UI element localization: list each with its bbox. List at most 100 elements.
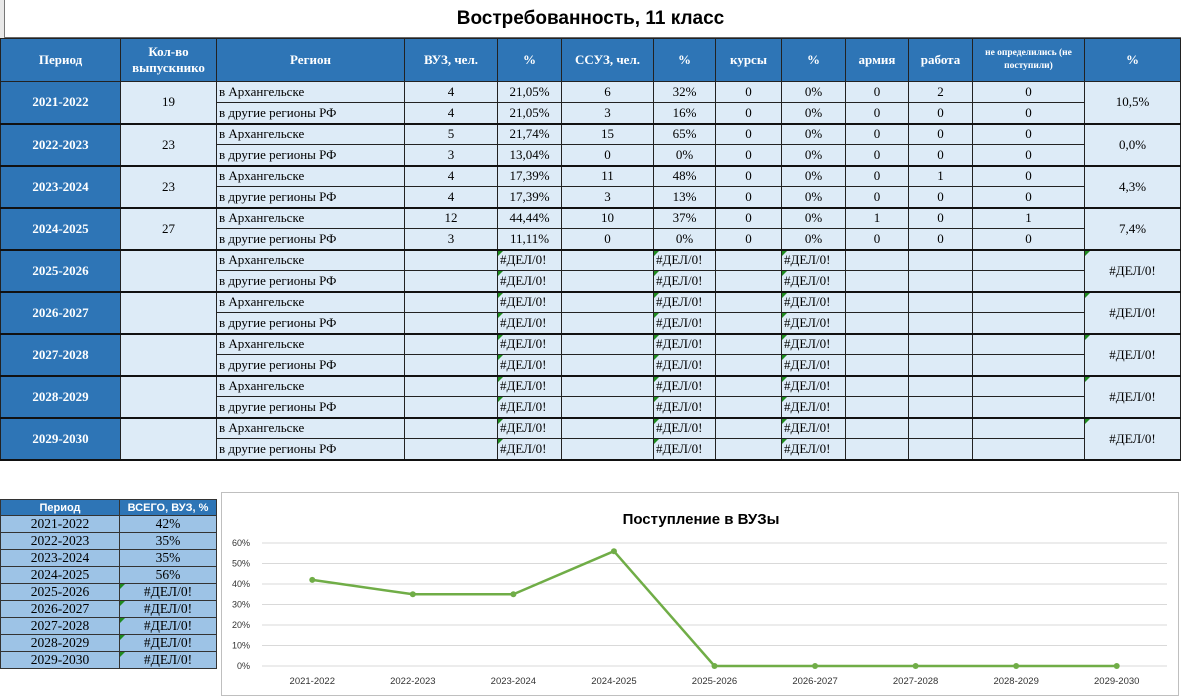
region-cell[interactable]: в Архангельске xyxy=(216,123,405,145)
army-cell[interactable] xyxy=(845,312,909,335)
ssuz-pct-cell[interactable]: #ДЕЛ/0! xyxy=(653,333,716,355)
courses-cell[interactable] xyxy=(715,312,782,335)
vuz-pct-cell[interactable]: 11,11% xyxy=(497,228,562,251)
header-region[interactable]: Регион xyxy=(216,38,405,82)
work-cell[interactable] xyxy=(908,312,973,335)
ssuz-cell[interactable]: 0 xyxy=(561,144,654,167)
period-cell[interactable]: 2021-2022 xyxy=(0,81,121,125)
work-cell[interactable] xyxy=(908,417,973,439)
army-cell[interactable] xyxy=(845,249,909,271)
ssuz-cell[interactable] xyxy=(561,396,654,419)
ssuz-cell[interactable]: 6 xyxy=(561,81,654,103)
summary-header-period[interactable]: Период xyxy=(0,499,120,516)
ssuz-cell[interactable]: 15 xyxy=(561,123,654,145)
vuz-cell[interactable] xyxy=(404,249,498,271)
undecided-cell[interactable]: 0 xyxy=(972,123,1085,145)
vuz-pct-cell[interactable]: #ДЕЛ/0! xyxy=(497,396,562,419)
undecided-cell[interactable] xyxy=(972,270,1085,293)
ssuz-pct-cell[interactable]: #ДЕЛ/0! xyxy=(653,417,716,439)
header-courses-pct[interactable]: % xyxy=(781,38,846,82)
courses-cell[interactable]: 0 xyxy=(715,144,782,167)
courses-pct-cell[interactable]: #ДЕЛ/0! xyxy=(781,270,846,293)
ssuz-pct-cell[interactable]: 65% xyxy=(653,123,716,145)
courses-cell[interactable] xyxy=(715,249,782,271)
ssuz-cell[interactable] xyxy=(561,291,654,313)
summary-period-cell[interactable]: 2029-2030 xyxy=(0,651,120,669)
ssuz-cell[interactable] xyxy=(561,333,654,355)
graduates-cell[interactable] xyxy=(120,249,217,293)
vuz-pct-cell[interactable]: #ДЕЛ/0! xyxy=(497,270,562,293)
ssuz-cell[interactable]: 3 xyxy=(561,186,654,209)
undecided-cell[interactable] xyxy=(972,354,1085,377)
header-courses[interactable]: курсы xyxy=(715,38,782,82)
courses-pct-cell[interactable]: #ДЕЛ/0! xyxy=(781,438,846,461)
work-cell[interactable]: 0 xyxy=(908,123,973,145)
total-pct-cell[interactable]: 10,5% xyxy=(1084,81,1181,125)
ssuz-pct-cell[interactable]: 13% xyxy=(653,186,716,209)
summary-total-cell[interactable]: #ДЕЛ/0! xyxy=(119,634,217,652)
undecided-cell[interactable]: 0 xyxy=(972,186,1085,209)
army-cell[interactable]: 0 xyxy=(845,144,909,167)
work-cell[interactable] xyxy=(908,354,973,377)
summary-period-cell[interactable]: 2022-2023 xyxy=(0,532,120,550)
graduates-cell[interactable] xyxy=(120,333,217,377)
region-cell[interactable]: в другие регионы РФ xyxy=(216,438,405,461)
ssuz-cell[interactable] xyxy=(561,270,654,293)
header-ssuz[interactable]: ССУЗ, чел. xyxy=(561,38,654,82)
courses-cell[interactable]: 0 xyxy=(715,186,782,209)
region-cell[interactable]: в другие регионы РФ xyxy=(216,228,405,251)
header-army[interactable]: армия xyxy=(845,38,909,82)
courses-cell[interactable]: 0 xyxy=(715,207,782,229)
period-cell[interactable]: 2029-2030 xyxy=(0,417,121,461)
period-cell[interactable]: 2024-2025 xyxy=(0,207,121,251)
courses-pct-cell[interactable]: #ДЕЛ/0! xyxy=(781,249,846,271)
vuz-cell[interactable] xyxy=(404,375,498,397)
ssuz-cell[interactable]: 11 xyxy=(561,165,654,187)
ssuz-pct-cell[interactable]: #ДЕЛ/0! xyxy=(653,375,716,397)
vuz-cell[interactable] xyxy=(404,312,498,335)
courses-pct-cell[interactable]: #ДЕЛ/0! xyxy=(781,375,846,397)
summary-total-cell[interactable]: #ДЕЛ/0! xyxy=(119,617,217,635)
summary-total-cell[interactable]: 35% xyxy=(119,549,217,567)
summary-total-cell[interactable]: 56% xyxy=(119,566,217,584)
region-cell[interactable]: в Архангельске xyxy=(216,333,405,355)
vuz-pct-cell[interactable]: #ДЕЛ/0! xyxy=(497,249,562,271)
army-cell[interactable] xyxy=(845,354,909,377)
region-cell[interactable]: в другие регионы РФ xyxy=(216,354,405,377)
courses-pct-cell[interactable]: #ДЕЛ/0! xyxy=(781,312,846,335)
ssuz-pct-cell[interactable]: 0% xyxy=(653,144,716,167)
region-cell[interactable]: в другие регионы РФ xyxy=(216,312,405,335)
courses-pct-cell[interactable]: 0% xyxy=(781,102,846,125)
summary-header-total[interactable]: ВСЕГО, ВУЗ, % xyxy=(119,499,217,516)
undecided-cell[interactable]: 0 xyxy=(972,228,1085,251)
region-cell[interactable]: в Архангельске xyxy=(216,165,405,187)
courses-pct-cell[interactable]: 0% xyxy=(781,123,846,145)
region-cell[interactable]: в Архангельске xyxy=(216,207,405,229)
vuz-pct-cell[interactable]: 17,39% xyxy=(497,186,562,209)
work-cell[interactable]: 0 xyxy=(908,102,973,125)
courses-cell[interactable]: 0 xyxy=(715,123,782,145)
period-cell[interactable]: 2028-2029 xyxy=(0,375,121,419)
vuz-cell[interactable]: 3 xyxy=(404,228,498,251)
army-cell[interactable] xyxy=(845,438,909,461)
courses-pct-cell[interactable]: #ДЕЛ/0! xyxy=(781,396,846,419)
summary-period-cell[interactable]: 2027-2028 xyxy=(0,617,120,635)
vuz-pct-cell[interactable]: 44,44% xyxy=(497,207,562,229)
courses-cell[interactable] xyxy=(715,270,782,293)
vuz-pct-cell[interactable]: #ДЕЛ/0! xyxy=(497,438,562,461)
vuz-cell[interactable] xyxy=(404,291,498,313)
vuz-pct-cell[interactable]: 21,05% xyxy=(497,102,562,125)
total-pct-cell[interactable]: #ДЕЛ/0! xyxy=(1084,249,1181,293)
army-cell[interactable] xyxy=(845,333,909,355)
vuz-cell[interactable]: 4 xyxy=(404,186,498,209)
vuz-pct-cell[interactable]: #ДЕЛ/0! xyxy=(497,333,562,355)
period-cell[interactable]: 2026-2027 xyxy=(0,291,121,335)
vuz-cell[interactable] xyxy=(404,396,498,419)
header-undecided[interactable]: не определились (не поступили) xyxy=(972,38,1085,82)
undecided-cell[interactable] xyxy=(972,375,1085,397)
undecided-cell[interactable]: 0 xyxy=(972,102,1085,125)
ssuz-pct-cell[interactable]: 0% xyxy=(653,228,716,251)
work-cell[interactable] xyxy=(908,375,973,397)
courses-pct-cell[interactable]: #ДЕЛ/0! xyxy=(781,417,846,439)
graduates-cell[interactable]: 23 xyxy=(120,165,217,209)
